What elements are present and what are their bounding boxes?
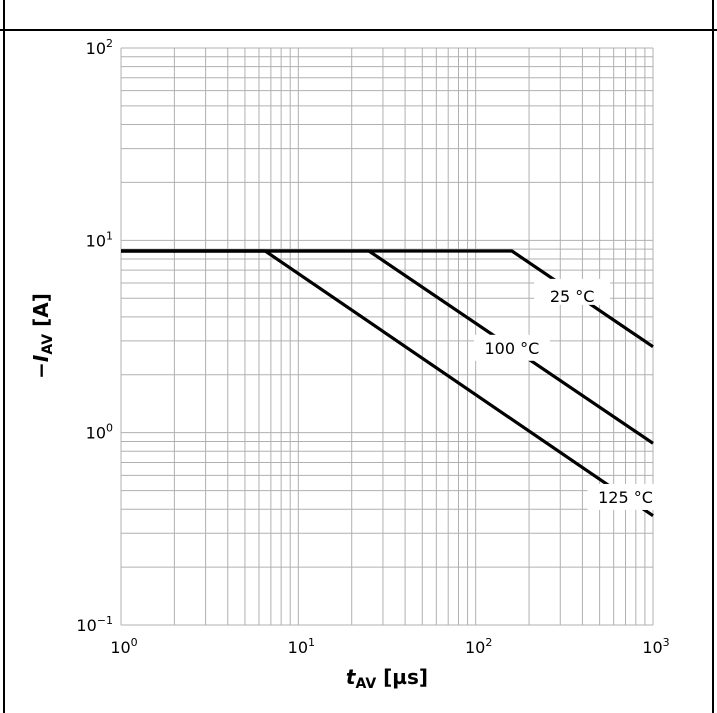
series-label-bg xyxy=(473,334,550,361)
series-label-3: 125 °C xyxy=(598,488,653,507)
x-axis-title: tAV [µs] xyxy=(346,665,428,692)
x-tick-labels: 100 101 102 103 xyxy=(110,636,669,657)
x-axis-title-sub: AV xyxy=(355,676,376,692)
y-axis-title-sub: AV xyxy=(40,334,56,355)
y-tick-label: 101 xyxy=(86,229,113,250)
series-labels: 25 °C 100 °C 125 °C xyxy=(473,278,664,510)
y-tick-labels: 10−1 100 101 102 xyxy=(76,37,113,635)
series-line-3 xyxy=(121,249,654,518)
x-axis-title-unit: [µs] xyxy=(376,665,428,689)
y-axis-title-var: I xyxy=(29,354,53,362)
x-tick-label: 100 xyxy=(110,636,137,657)
x-tick-label: 102 xyxy=(465,636,492,657)
series-label-1: 25 °C xyxy=(550,287,595,306)
series-lines xyxy=(121,249,654,518)
x-axis-title-var: t xyxy=(346,665,357,689)
y-tick-label: 10−1 xyxy=(76,614,113,635)
y-tick-label: 100 xyxy=(86,422,113,443)
x-tick-label: 103 xyxy=(642,636,669,657)
series-label-bg xyxy=(587,483,664,510)
y-axis-title: −IAV [A] xyxy=(29,293,56,379)
y-axis-title-unit: [A] xyxy=(29,293,53,334)
plot-area-border xyxy=(120,48,653,626)
y-axis-title-prefix: − xyxy=(29,362,53,379)
y-tick-label: 102 xyxy=(86,37,113,58)
x-tick-label: 101 xyxy=(288,636,315,657)
series-label-bg xyxy=(534,278,611,305)
series-label-2: 100 °C xyxy=(484,339,539,358)
grid-lines xyxy=(120,47,654,626)
